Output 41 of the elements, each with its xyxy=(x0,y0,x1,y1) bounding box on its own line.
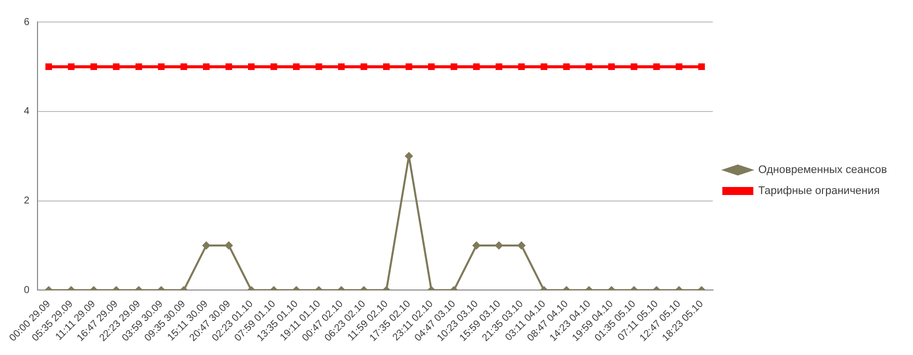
point xyxy=(68,63,75,70)
legend-label: Одновременных сеансов xyxy=(758,164,888,176)
point xyxy=(270,63,278,70)
point xyxy=(494,241,503,250)
point xyxy=(473,63,480,70)
point xyxy=(383,63,390,70)
legend-label: Тарифные ограничения xyxy=(758,185,880,198)
point xyxy=(90,63,98,70)
point xyxy=(202,241,210,250)
point xyxy=(45,63,52,70)
y-tick-label: 6 xyxy=(24,16,30,28)
point xyxy=(202,63,210,70)
point xyxy=(563,63,570,70)
point xyxy=(472,241,480,250)
point xyxy=(698,63,705,70)
y-tick-label: 0 xyxy=(24,284,30,296)
point xyxy=(135,63,142,70)
point xyxy=(496,63,502,70)
point xyxy=(112,63,120,70)
point xyxy=(406,63,412,70)
point xyxy=(630,63,638,70)
point xyxy=(518,63,525,70)
point xyxy=(338,63,345,70)
point xyxy=(293,63,300,70)
point xyxy=(158,63,165,70)
point xyxy=(676,63,682,70)
point xyxy=(428,63,435,70)
point xyxy=(180,63,188,70)
point xyxy=(653,63,660,70)
y-tick-label: 4 xyxy=(24,106,30,118)
point xyxy=(316,63,322,70)
point xyxy=(450,63,458,70)
point xyxy=(608,63,615,70)
point xyxy=(360,63,368,70)
point xyxy=(586,63,592,70)
point xyxy=(248,63,255,70)
point xyxy=(224,241,233,250)
point xyxy=(517,241,526,250)
point xyxy=(225,63,232,70)
point xyxy=(540,63,548,70)
y-tick-label: 2 xyxy=(24,196,30,207)
